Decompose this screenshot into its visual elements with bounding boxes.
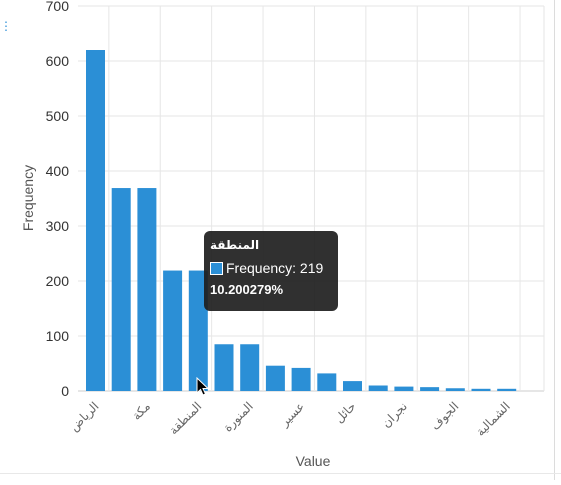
x-axis-title: Value [296,453,331,469]
y-tick-label: 400 [46,163,70,179]
x-tick-label: الشمالية [473,399,513,439]
bar[interactable] [446,388,465,391]
bar[interactable] [266,366,285,391]
bar[interactable] [240,344,259,391]
bar[interactable] [369,386,388,392]
bar[interactable] [163,271,182,391]
y-tick-label: 300 [46,218,70,234]
x-tick-label: المنورة [221,399,257,435]
x-tick-label: مكة [129,399,153,423]
bar[interactable] [394,387,413,391]
bar[interactable] [137,188,156,391]
bar[interactable] [317,373,336,391]
mouse-pointer-icon [196,377,210,402]
more-options-icon[interactable]: ⋮ [0,20,12,32]
bar[interactable] [472,389,491,391]
panel-right-border [554,0,555,480]
y-tick-label: 600 [46,53,70,69]
bar[interactable] [215,344,234,391]
tooltip-series-label: Frequency: 219 [226,260,323,276]
bar[interactable] [112,188,131,391]
x-tick-label: نجران [379,399,411,431]
y-tick-label: 200 [46,273,70,289]
y-tick-label: 0 [61,383,69,399]
x-tick-label: عسير [277,399,308,430]
bar[interactable] [86,50,105,391]
tooltip-series-row: Frequency: 219 [210,260,332,276]
bar[interactable] [292,368,311,391]
bar[interactable] [343,381,362,391]
x-tick-label: الجوف [428,399,462,433]
y-tick-label: 500 [46,108,70,124]
y-axis-title: Frequency [20,165,36,231]
y-tick-label: 700 [46,0,70,14]
x-tick-label: حائل [332,399,359,426]
panel-bottom-border [0,473,561,474]
series-color-swatch [210,262,223,275]
y-tick-label: 100 [46,328,70,344]
chart-tooltip: المنطقة Frequency: 219 10.200279% [204,231,338,311]
x-tick-label: الرياض [67,399,102,434]
tooltip-percent: 10.200279% [210,282,332,297]
tooltip-title: المنطقة [210,238,332,252]
bar[interactable] [420,387,439,391]
x-tick-label: المنطقة [166,399,204,437]
bar[interactable] [497,389,516,391]
